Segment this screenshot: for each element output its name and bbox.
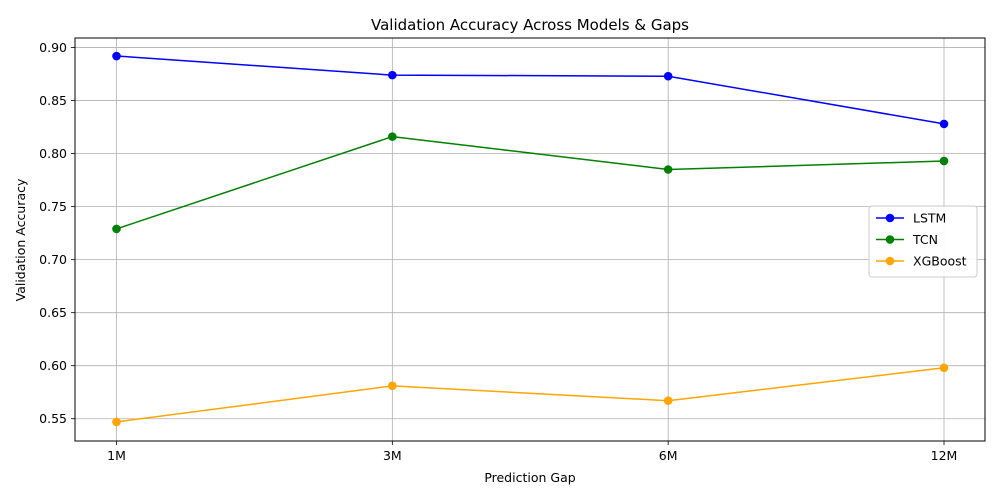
- data-point-xgboost: [112, 417, 121, 427]
- x-tick-label: 6M: [659, 448, 678, 463]
- legend-item-tcn: TCN: [876, 232, 938, 247]
- grid: [75, 38, 985, 441]
- y-tick-label: 0.75: [39, 199, 67, 214]
- data-point-xgboost: [663, 396, 673, 406]
- data-point-lstm: [939, 119, 949, 129]
- legend-marker-xgboost: [885, 256, 895, 266]
- x-tick-label: 1M: [107, 448, 126, 463]
- y-tick-label: 0.80: [39, 146, 67, 161]
- series-tcn: [112, 132, 949, 234]
- series-lstm: [112, 51, 949, 129]
- legend: LSTM TCN XGBoost: [868, 205, 978, 278]
- legend-item-xgboost: XGBoost: [876, 254, 967, 269]
- legend-marker-tcn: [885, 235, 895, 244]
- series-xgboost: [112, 363, 949, 427]
- series-group: [112, 51, 949, 427]
- legend-label-xgboost: XGBoost: [913, 254, 967, 269]
- legend-box: [868, 205, 978, 278]
- y-tick-label: 0.85: [39, 93, 67, 108]
- x-tick-label: 12M: [931, 448, 958, 463]
- y-tick-label: 0.90: [39, 40, 67, 55]
- legend-label-tcn: TCN: [912, 232, 938, 247]
- x-axis-title: Prediction Gap: [484, 470, 575, 485]
- y-tick-label: 0.70: [39, 252, 67, 267]
- plot-area-frame: [74, 37, 986, 442]
- legend-marker-lstm: [885, 213, 895, 223]
- axis-ticks: 0.55 0.60 0.65 0.70 0.75 0.80 0.85 0.90 1M 3M 6M 12…: [39, 40, 957, 463]
- data-point-xgboost: [388, 381, 397, 391]
- y-tick-label: 0.60: [39, 358, 67, 373]
- y-tick-label: 0.55: [39, 411, 67, 426]
- data-point-lstm: [388, 70, 397, 80]
- data-point-xgboost: [939, 363, 949, 373]
- data-point-tcn: [663, 165, 673, 174]
- series-line-lstm: [116, 55, 945, 125]
- series-line-tcn: [116, 135, 945, 230]
- y-axis-title: Validation Accuracy: [13, 178, 28, 301]
- data-point-tcn: [939, 156, 949, 166]
- data-point-tcn: [388, 132, 397, 141]
- chart-title: Validation Accuracy Across Models & Gaps: [371, 16, 689, 34]
- data-point-lstm: [663, 71, 673, 81]
- legend-label-lstm: LSTM: [913, 211, 946, 226]
- data-point-tcn: [112, 224, 121, 234]
- data-point-lstm: [112, 51, 121, 61]
- legend-item-lstm: LSTM: [876, 211, 946, 226]
- series-line-xgboost: [116, 367, 945, 423]
- x-tick-label: 3M: [383, 448, 402, 463]
- y-tick-label: 0.65: [39, 305, 67, 320]
